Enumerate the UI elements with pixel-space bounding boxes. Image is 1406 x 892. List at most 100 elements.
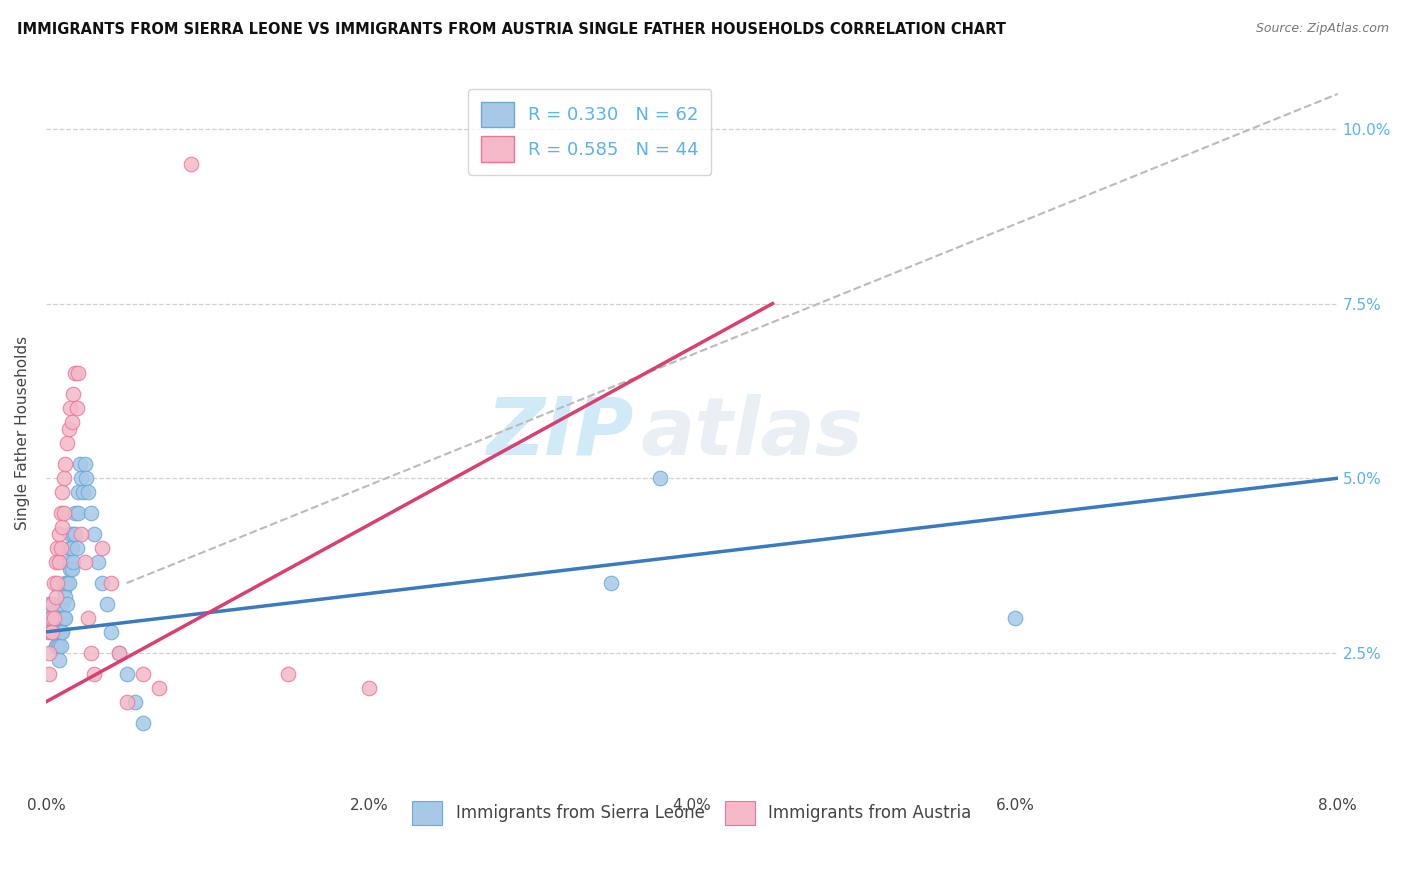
Point: [77, 611, 100, 625]
Point: [51, 597, 73, 611]
Point: [357, 681, 380, 695]
Point: [70, 527, 93, 541]
Text: atlas: atlas: [640, 393, 863, 472]
Point: [48, 611, 70, 625]
Point: [66, 541, 89, 555]
Y-axis label: Single Father Households: Single Father Households: [15, 335, 30, 530]
Point: [107, 646, 129, 660]
Point: [49, 506, 72, 520]
Point: [80, 506, 103, 520]
Point: [48, 639, 70, 653]
Point: [56, 436, 79, 450]
Point: [62, 387, 84, 401]
Point: [39, 611, 62, 625]
Point: [60, 415, 83, 429]
Point: [58, 576, 80, 591]
Point: [77, 485, 100, 500]
Point: [69, 457, 91, 471]
Point: [56, 597, 79, 611]
Point: [46, 576, 69, 591]
Point: [72, 485, 94, 500]
Point: [132, 666, 155, 681]
Point: [80, 646, 103, 660]
Point: [52, 582, 75, 597]
Point: [67, 367, 90, 381]
Point: [38, 646, 60, 660]
Point: [46, 541, 69, 555]
Point: [52, 611, 75, 625]
Point: [83, 527, 105, 541]
Point: [52, 506, 75, 520]
Point: [62, 527, 84, 541]
Point: [124, 695, 146, 709]
Point: [91, 541, 114, 555]
Point: [83, 666, 105, 681]
Point: [41, 597, 63, 611]
Point: [1004, 611, 1026, 625]
Point: [42, 611, 65, 625]
Point: [53, 576, 76, 591]
Point: [45, 624, 67, 639]
Point: [56, 576, 79, 591]
Point: [60, 562, 83, 576]
Point: [86, 555, 108, 569]
Point: [59, 562, 82, 576]
Point: [49, 624, 72, 639]
Text: ZIP: ZIP: [486, 393, 634, 472]
Point: [51, 520, 73, 534]
Point: [41, 624, 63, 639]
Point: [48, 527, 70, 541]
Point: [46, 624, 69, 639]
Point: [37, 624, 59, 639]
Point: [91, 576, 114, 591]
Point: [45, 611, 67, 625]
Point: [46, 639, 69, 653]
Point: [67, 506, 90, 520]
Point: [41, 611, 63, 625]
Point: [63, 527, 86, 541]
Point: [180, 157, 202, 171]
Point: [107, 646, 129, 660]
Point: [45, 639, 67, 653]
Point: [73, 457, 96, 471]
Point: [49, 639, 72, 653]
Point: [53, 611, 76, 625]
Point: [100, 624, 122, 639]
Point: [53, 590, 76, 604]
Point: [115, 666, 138, 681]
Point: [42, 611, 65, 625]
Point: [600, 576, 623, 591]
Point: [70, 471, 93, 485]
Point: [46, 611, 69, 625]
Point: [52, 471, 75, 485]
Point: [115, 695, 138, 709]
Point: [62, 555, 84, 569]
Point: [148, 681, 170, 695]
Point: [45, 590, 67, 604]
Point: [58, 555, 80, 569]
Point: [59, 541, 82, 555]
Point: [53, 457, 76, 471]
Point: [48, 653, 70, 667]
Point: [39, 611, 62, 625]
Point: [41, 624, 63, 639]
Point: [59, 527, 82, 541]
Point: [42, 611, 65, 625]
Point: [63, 367, 86, 381]
Point: [42, 576, 65, 591]
Point: [63, 506, 86, 520]
Point: [75, 471, 97, 485]
Point: [277, 666, 299, 681]
Point: [132, 715, 155, 730]
Point: [96, 597, 118, 611]
Point: [42, 624, 65, 639]
Point: [67, 485, 90, 500]
Point: [38, 666, 60, 681]
Point: [48, 624, 70, 639]
Point: [59, 401, 82, 416]
Point: [60, 541, 83, 555]
Point: [58, 422, 80, 436]
Point: [51, 485, 73, 500]
Point: [38, 597, 60, 611]
Point: [51, 611, 73, 625]
